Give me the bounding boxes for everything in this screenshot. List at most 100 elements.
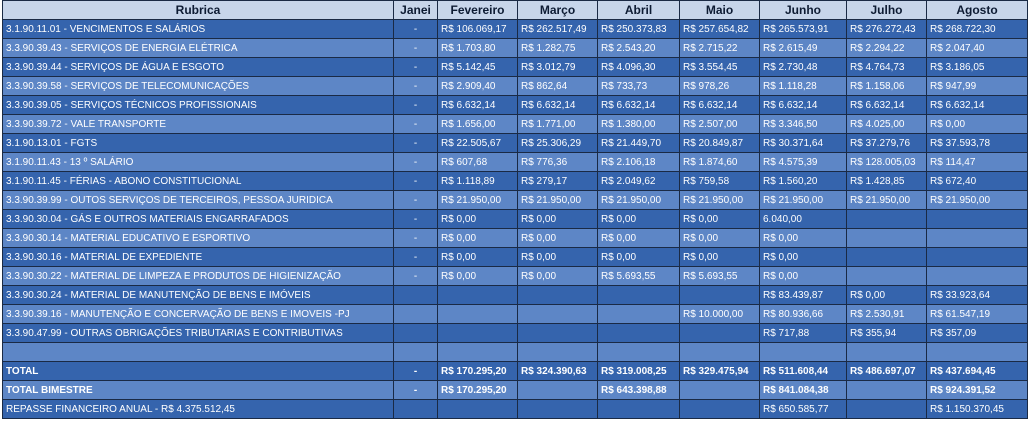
table-row: 3.3.90.39.58 - SERVIÇOS DE TELECOMUNICAÇ…	[2, 76, 1028, 96]
table-row: TOTAL BIMESTRE - R$ 170.295,20 R$ 643.398,8…	[2, 380, 1028, 400]
value-cell: R$ 30.371,64	[759, 133, 847, 153]
value-cell: R$ 170.295,20	[437, 380, 518, 400]
value-cell: -	[393, 190, 438, 210]
table-row: 3.1.90.11.43 - 13 º SALÁRIO - R$ 607,68 R$ …	[2, 152, 1028, 172]
value-cell: R$ 947,99	[926, 76, 1028, 96]
value-cell	[679, 342, 760, 362]
header-row: Rubrica Janei Fevereiro Março Abril Maio Junho…	[2, 0, 1028, 20]
value-cell: R$ 6.632,14	[679, 95, 760, 115]
value-cell: R$ 862,64	[517, 76, 598, 96]
value-cell: -	[393, 247, 438, 267]
rubrica-cell: 3.3.90.47.99 - OUTRAS OBRIGAÇÕES TRIBUTA…	[2, 323, 394, 343]
value-cell	[597, 285, 680, 305]
value-cell: R$ 2.106,18	[597, 152, 680, 172]
value-cell	[926, 209, 1028, 229]
rubrica-cell: 3.3.90.30.22 - MATERIAL DE LIMPEZA E PRO…	[2, 266, 394, 286]
rubrica-cell: 3.3.90.39.58 - SERVIÇOS DE TELECOMUNICAÇ…	[2, 76, 394, 96]
column-header: Junho	[759, 0, 847, 20]
value-cell	[517, 342, 598, 362]
value-cell: R$ 776,36	[517, 152, 598, 172]
value-cell: R$ 0,00	[597, 247, 680, 267]
value-cell: R$ 0,00	[597, 209, 680, 229]
value-cell: R$ 265.573,91	[759, 19, 847, 39]
value-cell	[597, 342, 680, 362]
value-cell	[597, 304, 680, 324]
table-row: 3.3.90.30.14 - MATERIAL EDUCATIVO E ESPO…	[2, 228, 1028, 248]
column-header: Julho	[846, 0, 927, 20]
value-cell	[926, 247, 1028, 267]
value-cell: R$ 6.632,14	[926, 95, 1028, 115]
value-cell: R$ 0,00	[437, 266, 518, 286]
value-cell: R$ 21.950,00	[759, 190, 847, 210]
value-cell: R$ 0,00	[517, 247, 598, 267]
rubrica-cell: 3.3.90.30.16 - MATERIAL DE EXPEDIENTE	[2, 247, 394, 267]
value-cell	[926, 266, 1028, 286]
rubrica-cell: 3.3.90.39.44 - SERVIÇOS DE ÁGUA E ESGOTO	[2, 57, 394, 77]
table-body: 3.1.90.11.01 - VENCIMENTOS E SALÁRIOS - R$…	[2, 19, 1028, 419]
value-cell: -	[393, 380, 438, 400]
rubrica-cell: 3.3.90.30.24 - MATERIAL DE MANUTENÇÃO DE…	[2, 285, 394, 305]
value-cell	[846, 228, 927, 248]
value-cell	[437, 342, 518, 362]
value-cell: R$ 607,68	[437, 152, 518, 172]
value-cell: R$ 437.694,45	[926, 361, 1028, 381]
value-cell: R$ 486.697,07	[846, 361, 927, 381]
value-cell: -	[393, 133, 438, 153]
value-cell	[846, 209, 927, 229]
value-cell: R$ 262.517,49	[517, 19, 598, 39]
value-cell	[846, 380, 927, 400]
table-row: 3.3.90.30.16 - MATERIAL DE EXPEDIENTE - R$…	[2, 247, 1028, 267]
value-cell: R$ 1.282,75	[517, 38, 598, 58]
value-cell: R$ 250.373,83	[597, 19, 680, 39]
value-cell: R$ 22.505,67	[437, 133, 518, 153]
table-row: 3.1.90.13.01 - FGTS - R$ 22.505,67 R$ 25.30…	[2, 133, 1028, 153]
value-cell: -	[393, 76, 438, 96]
value-cell: R$ 329.475,94	[679, 361, 760, 381]
value-cell: R$ 33.923,64	[926, 285, 1028, 305]
value-cell	[926, 342, 1028, 362]
table-row	[2, 342, 1028, 362]
value-cell: R$ 357,09	[926, 323, 1028, 343]
value-cell: R$ 0,00	[679, 247, 760, 267]
value-cell: R$ 2.730,48	[759, 57, 847, 77]
value-cell: R$ 717,88	[759, 323, 847, 343]
column-header: Maio	[679, 0, 760, 20]
column-header: Janei	[393, 0, 438, 20]
value-cell: R$ 2.049,62	[597, 171, 680, 191]
value-cell	[393, 285, 438, 305]
value-cell: -	[393, 171, 438, 191]
value-cell: R$ 4.096,30	[597, 57, 680, 77]
value-cell: R$ 841.084,38	[759, 380, 847, 400]
value-cell: R$ 1.118,89	[437, 171, 518, 191]
value-cell: 6.040,00	[759, 209, 847, 229]
value-cell: R$ 0,00	[679, 228, 760, 248]
value-cell: R$ 5.693,55	[597, 266, 680, 286]
value-cell: R$ 1.560,20	[759, 171, 847, 191]
value-cell: R$ 0,00	[437, 209, 518, 229]
table-header: Rubrica Janei Fevereiro Março Abril Maio Junho…	[2, 0, 1028, 20]
value-cell	[597, 323, 680, 343]
value-cell	[597, 399, 680, 419]
rubrica-cell: 3.3.90.30.14 - MATERIAL EDUCATIVO E ESPO…	[2, 228, 394, 248]
value-cell	[517, 304, 598, 324]
value-cell: R$ 319.008,25	[597, 361, 680, 381]
value-cell: R$ 21.950,00	[437, 190, 518, 210]
value-cell	[437, 285, 518, 305]
value-cell	[517, 399, 598, 419]
value-cell: -	[393, 114, 438, 134]
value-cell	[393, 342, 438, 362]
value-cell: R$ 0,00	[759, 266, 847, 286]
table-row: TOTAL - R$ 170.295,20 R$ 324.390,63 R$ 319.0…	[2, 361, 1028, 381]
value-cell: R$ 3.346,50	[759, 114, 847, 134]
value-cell: R$ 1.118,28	[759, 76, 847, 96]
value-cell: R$ 4.025,00	[846, 114, 927, 134]
value-cell: R$ 3.186,05	[926, 57, 1028, 77]
value-cell: -	[393, 95, 438, 115]
column-header: Abril	[597, 0, 680, 20]
value-cell: R$ 0,00	[759, 228, 847, 248]
rubrica-cell: 3.1.90.11.01 - VENCIMENTOS E SALÁRIOS	[2, 19, 394, 39]
value-cell: R$ 0,00	[517, 209, 598, 229]
rubrica-cell: 3.1.90.13.01 - FGTS	[2, 133, 394, 153]
value-cell	[759, 342, 847, 362]
value-cell: R$ 0,00	[597, 228, 680, 248]
